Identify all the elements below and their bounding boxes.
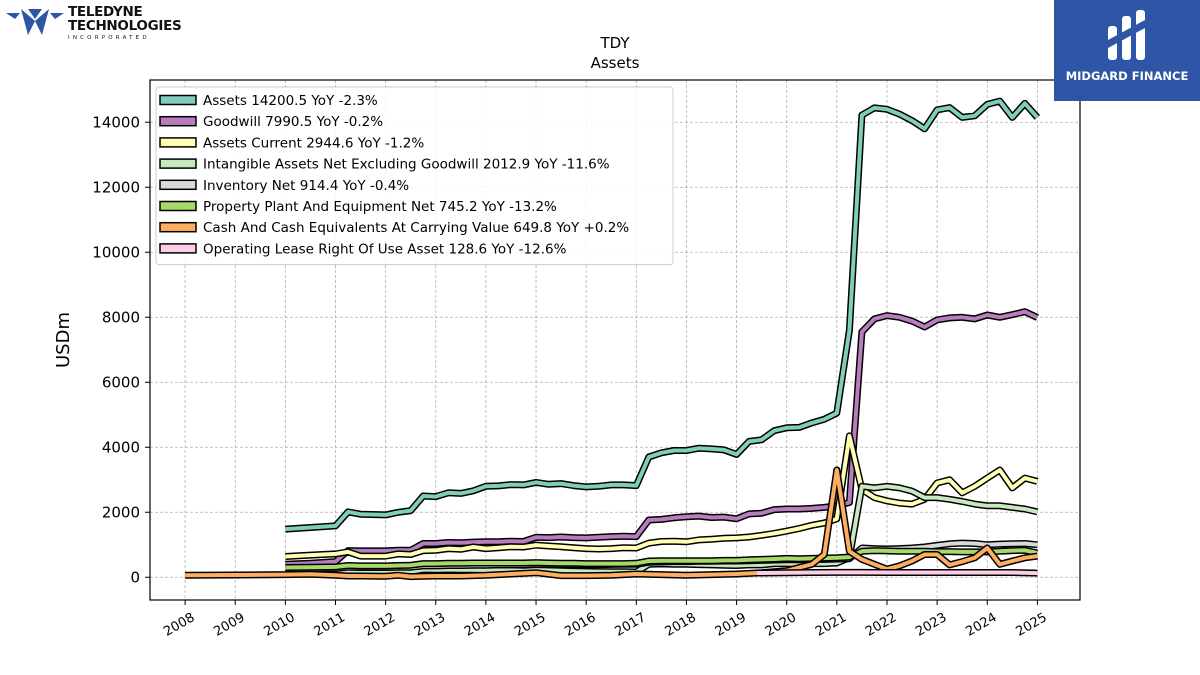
legend-label: Assets 14200.5 YoY -2.3%	[203, 93, 378, 109]
y-tick-label: 2000	[102, 503, 140, 521]
legend-swatch	[159, 158, 197, 169]
x-tick-label: 2011	[312, 610, 348, 640]
y-tick-label: 14000	[92, 113, 140, 131]
legend-swatch	[159, 137, 197, 148]
plot-frame	[149, 79, 1081, 601]
legend-swatch	[159, 200, 197, 212]
y-axis: 0 2000 4000 6000 8000 10000 12000 14000	[92, 113, 150, 586]
midgard-emblem-icon	[1108, 10, 1145, 60]
y-tick-label: 4000	[102, 438, 140, 456]
x-axis: 2008 2009 2010 2011 2012 2013 2014 2015 2016 2017…	[161, 600, 1050, 640]
legend: Assets 14200.5 YoY -2.3% Goodwill 7990.5 …	[155, 86, 674, 266]
y-tick-label: 12000	[92, 178, 140, 196]
series-line	[285, 99, 1039, 532]
y-tick-label: 0	[130, 568, 140, 586]
x-tick-label: 2025	[1014, 610, 1050, 640]
legend-swatch	[159, 115, 197, 127]
series-line	[285, 433, 1038, 559]
legend-label: Property Plant And Equipment Net 745.2 Y…	[203, 199, 557, 215]
x-tick-label: 2008	[161, 610, 197, 640]
teledyne-incorporated: INCORPORATED	[68, 35, 150, 41]
x-tick-label: 2023	[913, 610, 949, 640]
x-tick-label: 2009	[211, 610, 247, 640]
legend-label: Inventory Net 914.4 YoY -0.4%	[203, 178, 409, 194]
chart-title: TDY	[599, 34, 630, 52]
legend-swatch	[159, 179, 197, 191]
series-lines	[185, 97, 1041, 581]
teledyne-name: TELEDYNE TECHNOLOGIES	[68, 4, 182, 34]
x-tick-label: 2024	[963, 610, 999, 640]
x-tick-label: 2018	[663, 610, 699, 640]
chart-subtitle: Assets	[591, 54, 640, 72]
x-tick-label: 2014	[462, 610, 498, 640]
series-line	[185, 468, 1038, 579]
x-tick-label: 2021	[813, 610, 849, 640]
x-tick-label: 2017	[612, 610, 648, 640]
series-line	[285, 548, 1038, 570]
x-tick-label: 2022	[863, 610, 899, 640]
x-tick-label: 2020	[763, 610, 799, 640]
x-tick-label: 2016	[562, 610, 598, 640]
x-tick-label: 2012	[362, 610, 398, 640]
legend-label: Intangible Assets Net Excluding Goodwill…	[203, 157, 610, 173]
y-axis-label: USDm	[53, 312, 74, 368]
x-tick-label: 2019	[713, 610, 749, 640]
y-tick-label: 6000	[102, 373, 140, 391]
legend-label: Goodwill 7990.5 YoY -0.2%	[203, 114, 383, 130]
midgard-finance-name: MIDGARD FINANCE	[1065, 69, 1189, 83]
teledyne-emblem-icon	[6, 9, 64, 35]
legend-label: Cash And Cash Equivalents At Carrying Va…	[203, 220, 629, 236]
legend-label: Operating Lease Right Of Use Asset 128.6…	[203, 241, 567, 257]
y-tick-label: 10000	[92, 243, 140, 261]
teledyne-logo: TELEDYNE TECHNOLOGIES INCORPORATED	[6, 5, 182, 45]
midgard-finance-logo: MIDGARD FINANCE	[1054, 0, 1200, 101]
series-line	[756, 570, 1038, 576]
y-tick-label: 8000	[102, 308, 140, 326]
legend-box	[155, 86, 674, 266]
x-tick-label: 2015	[512, 610, 548, 640]
x-tick-label: 2010	[262, 610, 298, 640]
legend-swatch	[159, 94, 197, 106]
legend-swatch	[159, 221, 197, 233]
x-tick-label: 2013	[412, 610, 448, 640]
series-outline	[285, 308, 1039, 568]
series-line	[285, 309, 1039, 567]
legend-swatch	[159, 243, 197, 254]
legend-label: Assets Current 2944.6 YoY -1.2%	[203, 135, 424, 151]
